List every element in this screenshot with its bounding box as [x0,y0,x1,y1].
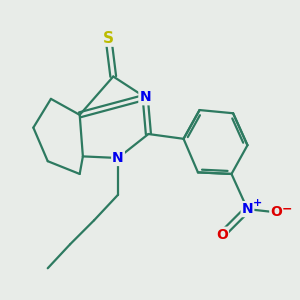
Text: O: O [216,228,228,242]
Text: N: N [242,202,253,216]
Text: S: S [103,31,114,46]
Text: O: O [270,205,282,219]
Text: N: N [112,151,124,165]
Text: N: N [140,90,151,104]
Text: +: + [252,198,262,208]
Text: −: − [281,202,292,216]
